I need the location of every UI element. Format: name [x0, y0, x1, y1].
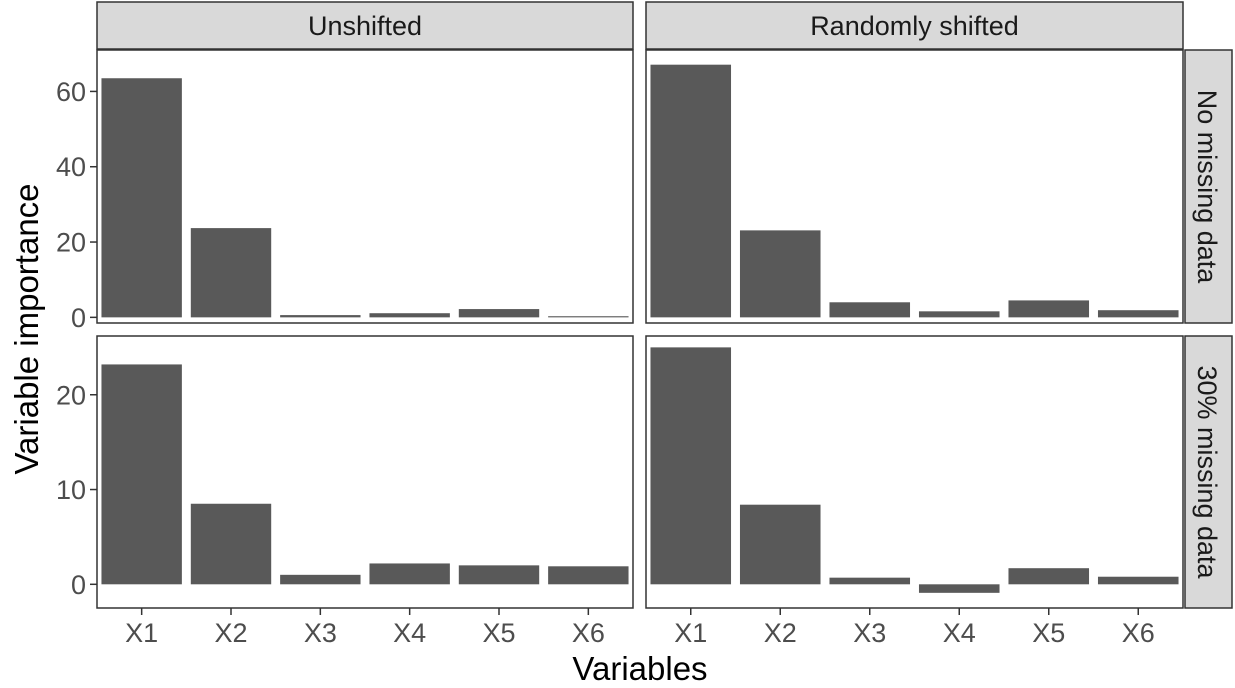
y-tick-label: 0 [71, 570, 86, 600]
x-tick-label: X2 [764, 618, 797, 648]
x-axis-title: Variables [572, 650, 707, 687]
bar-x4 [918, 311, 1000, 318]
plot-layer: 0 20 40 60 0 10 20 X1 X2 X3 X4 X5 X6 X1 X2 X3 X4 X5 X6 [56, 49, 1184, 648]
bar-x1 [650, 64, 732, 318]
y-tick-label: 20 [56, 228, 86, 258]
x-tick-label: X3 [304, 618, 337, 648]
x-tick-label: X3 [853, 618, 886, 648]
strip-col-2-label: Randomly shifted [810, 11, 1019, 41]
x-tick-label: X6 [572, 618, 605, 648]
bar-x3 [280, 574, 361, 585]
bar-x2 [739, 230, 821, 318]
panel-border [96, 335, 634, 609]
panel-border [96, 49, 634, 324]
y-tick-label: 20 [56, 380, 86, 410]
y-tick-label: 40 [56, 152, 86, 182]
y-tick-label: 10 [56, 475, 86, 505]
bar-x1 [101, 78, 182, 318]
strip-row-2-label: 30% missing data [1192, 365, 1222, 579]
bar-x5 [1008, 568, 1090, 585]
x-tick-label: X4 [943, 618, 976, 648]
strip-row-2-background [1184, 335, 1233, 609]
bar-x5 [458, 565, 540, 585]
x-tick-label: X1 [125, 618, 158, 648]
x-tick-label: X4 [393, 618, 426, 648]
panel-border [645, 335, 1184, 609]
bar-x6 [548, 316, 629, 318]
strip-col-1-label: Unshifted [308, 11, 422, 41]
x-tick-label: X5 [1032, 618, 1065, 648]
bar-x1 [101, 364, 182, 585]
bar-x3 [829, 577, 911, 585]
bar-x2 [190, 228, 272, 318]
strip-col-1-background [96, 1, 634, 50]
y-tick-label: 60 [56, 77, 86, 107]
strip-row-1-label: No missing data [1192, 90, 1222, 285]
y-axis-title: Variable importance [8, 183, 45, 474]
x-tick-label: X6 [1122, 618, 1155, 648]
bar-x6 [1097, 576, 1179, 585]
strip-col-2-background [645, 1, 1184, 50]
bar-x6 [1097, 310, 1179, 318]
bar-x4 [369, 563, 450, 585]
bar-x5 [458, 309, 540, 318]
panel-border [645, 49, 1184, 324]
x-tick-label: X1 [674, 618, 707, 648]
bar-x5 [1008, 300, 1090, 318]
bar-x2 [190, 503, 272, 585]
bar-x3 [829, 302, 911, 318]
bar-x2 [739, 504, 821, 585]
bar-x1 [650, 347, 732, 585]
bar-x4 [918, 584, 1000, 593]
bar-x4 [369, 313, 450, 318]
strip-row-1-background [1184, 49, 1233, 324]
bar-x6 [548, 566, 629, 585]
x-tick-label: X2 [214, 618, 247, 648]
x-tick-label: X5 [482, 618, 515, 648]
bar-x3 [280, 315, 361, 318]
y-tick-label: 0 [71, 303, 86, 333]
